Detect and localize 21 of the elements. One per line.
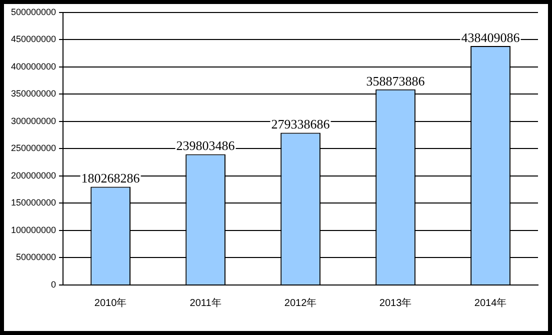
- data-label: 239803486: [176, 138, 236, 154]
- data-label: 358873886: [366, 73, 426, 88]
- y-tick-label: 400000000: [10, 61, 56, 72]
- x-tick-label: 2014年: [474, 296, 507, 309]
- x-tick-label: 2013年: [379, 296, 412, 309]
- y-tick-label: 100000000: [10, 224, 56, 235]
- y-tick-label: 50000000: [16, 252, 56, 262]
- y-tick-label: 200000000: [10, 170, 56, 180]
- y-tick-label: 300000000: [10, 116, 56, 126]
- x-tick-label: 2010年: [94, 296, 127, 309]
- y-tick-label: 150000000: [10, 198, 56, 208]
- y-tick-label: 350000000: [10, 88, 56, 99]
- y-tick-label: 500000000: [10, 6, 56, 17]
- x-tick-label: 2012年: [284, 296, 317, 309]
- y-tick-label: 450000000: [10, 34, 56, 44]
- y-tick-label: 0: [51, 279, 56, 290]
- y-tick-label: 250000000: [10, 143, 56, 154]
- data-label: 279338686: [271, 116, 330, 132]
- x-tick-label: 2011年: [190, 296, 222, 309]
- data-label: 180268286: [81, 170, 140, 186]
- data-label: 438409086: [461, 30, 520, 45]
